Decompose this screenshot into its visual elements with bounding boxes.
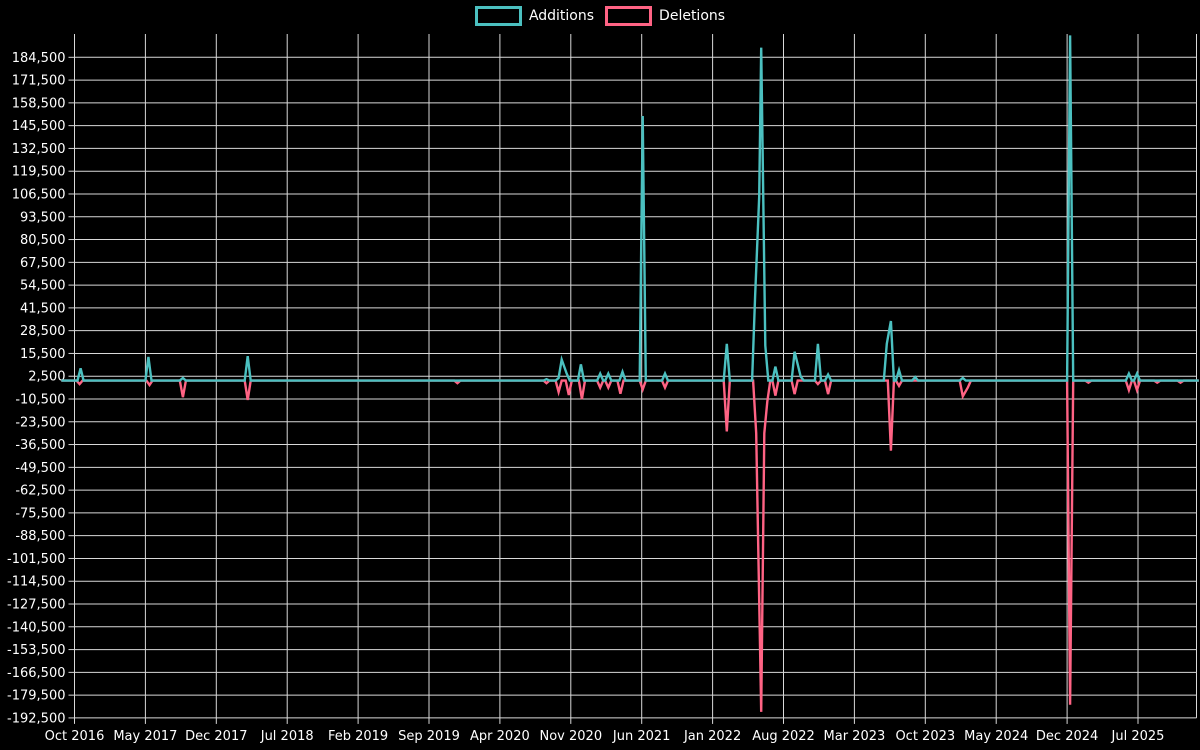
x-tick-label: Jul 2018: [260, 729, 314, 744]
y-tick-label: -101,500: [7, 552, 65, 567]
y-tick-label: 106,500: [12, 187, 66, 202]
y-tick-label: 132,500: [12, 142, 66, 157]
y-tick-label: -127,500: [7, 598, 65, 613]
y-tick-label: 28,500: [20, 324, 66, 339]
legend-item-deletions[interactable]: Deletions: [605, 6, 725, 26]
x-tick-label: Feb 2019: [328, 729, 388, 744]
deletions-color-swatch: [605, 6, 653, 26]
x-tick-label: Apr 2020: [470, 729, 530, 744]
y-tick-label: -140,500: [7, 620, 65, 635]
x-tick-label: May 2024: [964, 729, 1028, 744]
y-tick-label: -62,500: [15, 484, 65, 499]
y-tick-label: 15,500: [20, 347, 66, 362]
series-line-additions: [61, 35, 1199, 382]
x-tick-label: Sep 2019: [398, 729, 460, 744]
x-tick-label: Mar 2023: [824, 729, 886, 744]
x-tick-label: Nov 2020: [540, 729, 603, 744]
y-tick-label: -88,500: [15, 529, 65, 544]
chart-legend: Additions Deletions: [0, 6, 1200, 26]
y-tick-label: 184,500: [12, 51, 66, 66]
y-tick-label: -75,500: [15, 506, 65, 521]
y-tick-label: 119,500: [12, 165, 66, 180]
grid-lines: [68, 34, 1197, 724]
x-tick-label: Oct 2016: [45, 729, 105, 744]
y-tick-label: 145,500: [12, 119, 66, 134]
y-tick-label: 41,500: [20, 301, 66, 316]
y-tick-label: 67,500: [20, 256, 66, 271]
y-tick-label: 2,500: [28, 370, 65, 385]
y-tick-label: -166,500: [7, 666, 65, 681]
x-tick-label: Jan 2022: [683, 729, 741, 744]
y-tick-label: -10,500: [15, 393, 65, 408]
y-tick-label: 158,500: [12, 96, 66, 111]
series-line-deletions: [61, 379, 1199, 712]
y-tick-label: -114,500: [7, 575, 65, 590]
legend-label-additions: Additions: [528, 8, 595, 24]
x-tick-label: Jun 2021: [612, 729, 671, 744]
legend-item-additions[interactable]: Additions: [474, 6, 595, 26]
x-tick-label: Oct 2023: [895, 729, 955, 744]
y-tick-label: 54,500: [20, 279, 66, 294]
y-tick-label: -36,500: [15, 438, 65, 453]
y-tick-label: -153,500: [7, 643, 65, 658]
y-tick-label: -179,500: [7, 689, 65, 704]
additions-color-swatch: [474, 6, 522, 26]
x-tick-label: Dec 2024: [1036, 729, 1098, 744]
x-tick-label: Dec 2017: [185, 729, 247, 744]
y-tick-label: -23,500: [15, 415, 65, 430]
y-tick-label: 93,500: [20, 210, 66, 225]
y-tick-label: -49,500: [15, 461, 65, 476]
x-tick-label: May 2017: [113, 729, 177, 744]
legend-label-deletions: Deletions: [659, 8, 726, 24]
x-tick-label: Jul 2025: [1111, 729, 1165, 744]
y-tick-label: 171,500: [12, 74, 66, 89]
y-tick-label: 80,500: [20, 233, 66, 248]
y-tick-label: -192,500: [7, 711, 65, 726]
x-tick-label: Aug 2022: [752, 729, 815, 744]
